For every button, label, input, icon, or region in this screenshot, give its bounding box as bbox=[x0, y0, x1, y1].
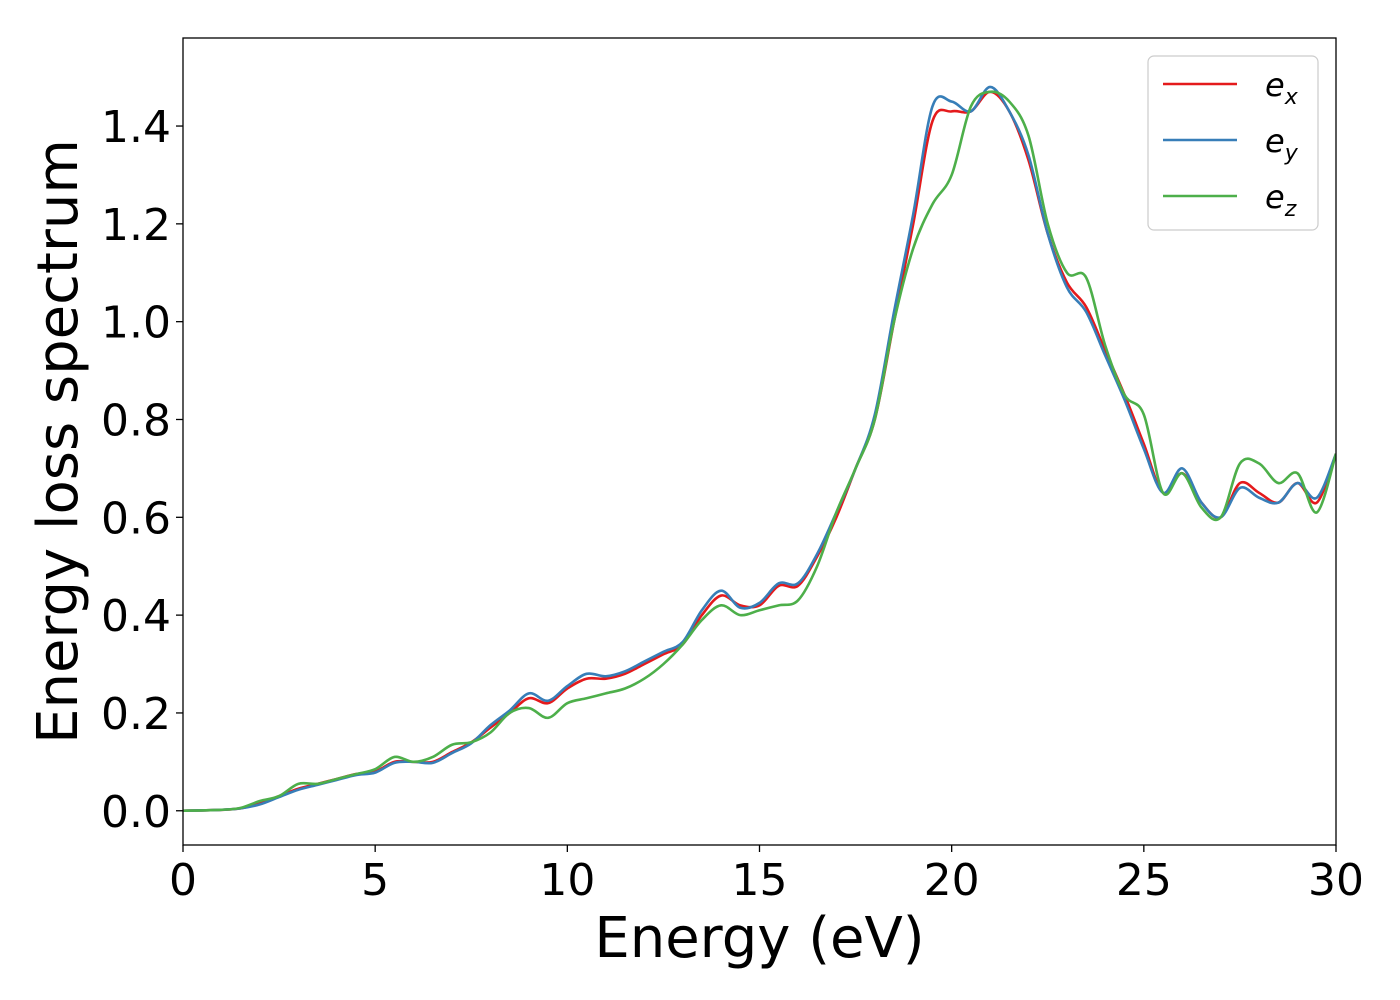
legend-box bbox=[1147, 55, 1319, 231]
y-tick-label: 0.6 bbox=[101, 493, 171, 544]
legend-label-x: ex bbox=[1265, 66, 1299, 110]
y-axis-ticks: 0.0 0.2 0.4 0.6 0.8 1.0 1.2 1.4 bbox=[101, 102, 183, 838]
y-tick-label: 1.2 bbox=[101, 200, 171, 251]
y-axis-title: Energy loss spectrum bbox=[26, 139, 91, 744]
legend-label-y: ey bbox=[1265, 122, 1299, 166]
x-tick-label: 15 bbox=[732, 855, 788, 906]
legend-label-base: e bbox=[1265, 178, 1285, 216]
series-line-y bbox=[183, 85, 1336, 813]
x-tick-label: 20 bbox=[924, 855, 980, 906]
x-axis-title: Energy (eV) bbox=[594, 906, 924, 971]
y-tick-label: 0.4 bbox=[101, 591, 171, 642]
y-tick-label: 1.4 bbox=[101, 102, 171, 153]
y-tick-label: 1.0 bbox=[101, 298, 171, 349]
y-tick-label: 0.0 bbox=[101, 787, 171, 838]
legend-label-subscript: z bbox=[1284, 197, 1297, 222]
legend-label-subscript: y bbox=[1284, 141, 1299, 166]
legend-label-base: e bbox=[1265, 122, 1285, 160]
y-tick-label: 0.2 bbox=[101, 689, 171, 740]
x-axis-ticks: 0 5 10 15 20 25 30 bbox=[169, 845, 1364, 906]
series-line-z bbox=[183, 90, 1336, 813]
legend-label-base: e bbox=[1265, 66, 1285, 104]
x-tick-label: 30 bbox=[1308, 855, 1364, 906]
x-tick-label: 0 bbox=[169, 855, 197, 906]
x-tick-label: 10 bbox=[539, 855, 595, 906]
x-tick-label: 5 bbox=[361, 855, 389, 906]
legend-label-subscript: x bbox=[1284, 85, 1299, 110]
series-layer bbox=[183, 85, 1336, 813]
x-tick-label: 25 bbox=[1116, 855, 1172, 906]
y-tick-label: 0.8 bbox=[101, 395, 171, 446]
legend-label-z: ez bbox=[1265, 178, 1297, 222]
